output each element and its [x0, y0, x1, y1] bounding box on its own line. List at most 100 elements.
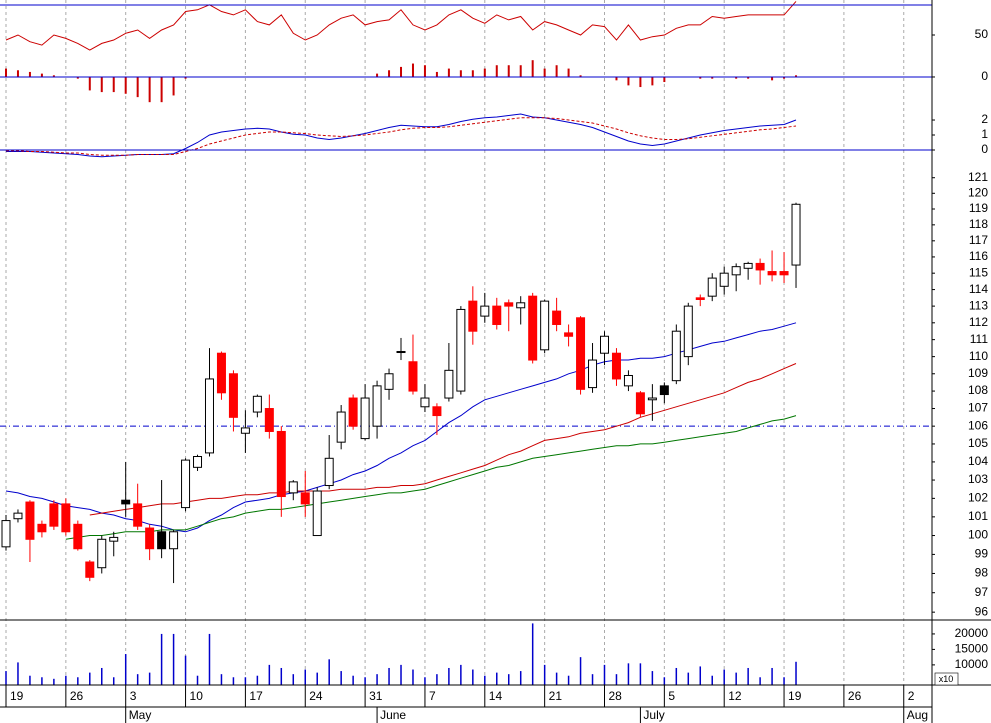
y-tick-label: 107 [968, 401, 988, 415]
unit-label: x10 [939, 674, 954, 684]
histogram-bar [423, 65, 426, 77]
histogram-bar [16, 70, 19, 77]
volume-bar [280, 667, 283, 685]
histogram-bar [40, 73, 43, 77]
candle-body [468, 300, 478, 332]
volume-bar [29, 675, 31, 685]
volume-bar [172, 633, 175, 685]
candle-body [504, 302, 514, 307]
moving-average [65, 415, 797, 540]
x-tick-label: 5 [668, 689, 675, 703]
volume-bar [531, 623, 534, 685]
y-tick-label: 121 [968, 170, 988, 184]
histogram-bar [567, 68, 570, 77]
y-tick-label: 109 [968, 366, 988, 380]
axes: 9697989910010110210310410510610710810911… [5, 27, 989, 723]
y-tick-label: 96 [975, 604, 989, 618]
volume-bar [472, 669, 474, 685]
indicator-line [5, 1, 797, 51]
histogram-bar [627, 76, 630, 86]
y-tick-label: 15000 [955, 642, 989, 656]
volume-bar [783, 677, 785, 685]
histogram-bar [172, 76, 175, 96]
candle-body [264, 408, 274, 432]
candle-body [719, 272, 729, 287]
candle-body [635, 392, 645, 415]
volume-bar [412, 669, 414, 685]
histogram-bar [100, 76, 103, 93]
volume-bar [519, 671, 522, 685]
histogram-bar [483, 68, 486, 77]
candle-body [659, 385, 669, 396]
histogram-bar [531, 60, 534, 77]
candle-body [432, 406, 442, 417]
month-label: June [380, 708, 406, 722]
volume-bar [555, 672, 558, 685]
volume-bar [496, 672, 498, 685]
volume-bar [256, 675, 259, 685]
histogram-bar [124, 76, 127, 94]
volume-bar [160, 633, 163, 685]
candle-body [348, 397, 358, 427]
volume-bar [17, 662, 19, 685]
histogram-bar [795, 75, 798, 77]
candle-body [408, 361, 418, 392]
y-tick-label: 108 [968, 383, 988, 397]
candle-body [121, 499, 131, 505]
volume-bar [424, 677, 426, 685]
histogram-bar [639, 76, 642, 88]
candle-body [228, 373, 238, 418]
candle-body [360, 397, 370, 440]
candle-body [240, 427, 250, 434]
histogram-bar [459, 70, 462, 77]
histogram-bar [495, 65, 498, 77]
y-tick-label: 118 [969, 217, 988, 231]
candle-body [312, 490, 322, 537]
volume-bar [268, 664, 271, 685]
candle-body [647, 397, 657, 401]
volume-bar [124, 654, 127, 685]
histogram-bar [651, 76, 654, 86]
candle-body [300, 492, 310, 505]
y-tick-label: 110 [969, 349, 988, 363]
candle-body [611, 352, 621, 380]
volume-bar [436, 674, 438, 685]
candle-body [695, 297, 705, 300]
histogram-bar [88, 76, 91, 91]
histogram-bar [5, 68, 7, 77]
volume-bar [376, 674, 378, 685]
candle-body [540, 300, 550, 351]
histogram-bar [184, 76, 187, 79]
candle-body [623, 374, 633, 387]
y-tick-label: 120 [968, 185, 988, 199]
candle-body [779, 271, 789, 276]
volume-bar [448, 667, 450, 685]
histogram-bar [615, 76, 618, 81]
x-tick-label: 31 [369, 689, 383, 703]
volume-bar [352, 675, 354, 685]
candle-body [552, 310, 562, 325]
candle-body [61, 503, 71, 533]
volume-bar [591, 674, 594, 685]
candle-body [743, 262, 753, 269]
y-tick-label: 111 [970, 332, 989, 346]
histogram-bar [663, 76, 666, 83]
y-tick-label: 2 [981, 112, 988, 126]
histogram-bar [579, 75, 582, 77]
candle-body [97, 538, 107, 569]
candle-body [133, 503, 143, 527]
candle-body [324, 457, 334, 487]
candle-body [216, 352, 226, 394]
moving-average [89, 363, 797, 516]
candle-body [731, 266, 741, 276]
volume-bar [603, 664, 606, 685]
y-tick-label: 99 [975, 547, 989, 561]
y-tick-label: 20000 [955, 626, 989, 640]
candle-body [204, 378, 214, 454]
volume-bar [316, 672, 318, 685]
volume-bar [687, 672, 690, 685]
candle-body [528, 295, 538, 361]
candle-body [456, 308, 466, 392]
